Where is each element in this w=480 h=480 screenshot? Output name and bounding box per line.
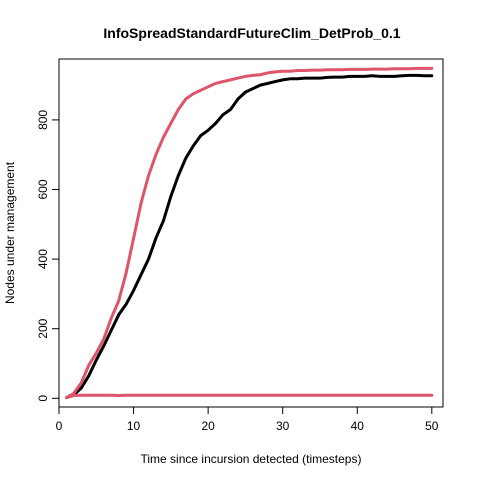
series-line-2 [65,66,434,400]
chart-title: InfoSpreadStandardFutureClim_DetProb_0.1 [103,25,400,41]
axis-ticks: 0 10 20 30 40 50 0 200 400 600 800 [36,110,439,433]
y-tick-label: 0 [36,395,50,402]
x-tick-label: 0 [56,419,63,433]
x-tick-label: 50 [425,419,439,433]
x-tick-label: 40 [351,419,365,433]
y-axis-label: Nodes under management [3,161,17,304]
x-tick-label: 10 [127,419,141,433]
series-lines [65,66,434,400]
series-line-1 [65,73,434,400]
x-tick-label: 30 [276,419,290,433]
y-tick-label: 600 [36,179,50,199]
y-tick-label: 400 [36,249,50,269]
x-tick-label: 20 [201,419,215,433]
y-tick-label: 800 [36,110,50,130]
plot-frame [58,58,444,408]
series-line-3 [65,393,434,400]
x-axis-label: Time since incursion detected (timesteps… [141,452,362,466]
y-tick-label: 200 [36,318,50,338]
